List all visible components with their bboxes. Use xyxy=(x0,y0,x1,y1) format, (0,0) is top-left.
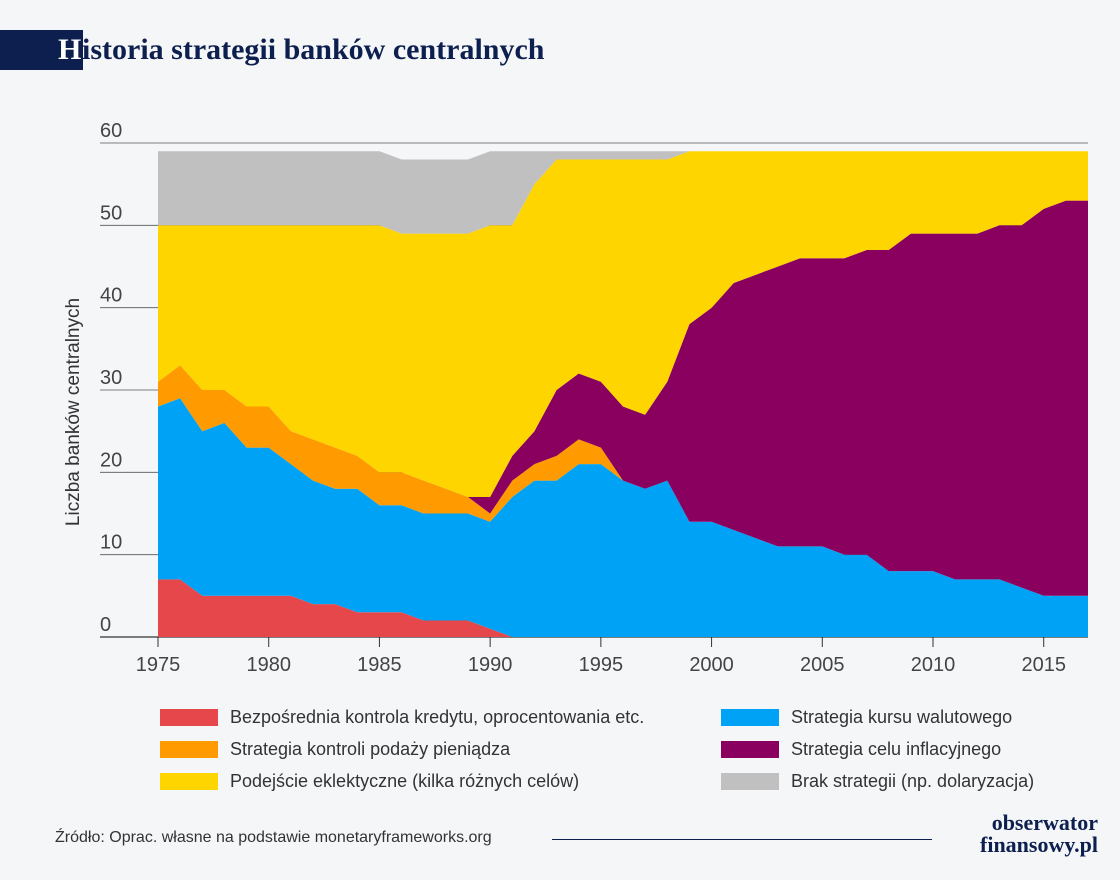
brand-line-2: finansowy.pl xyxy=(980,832,1098,857)
y-tick-label: 0 xyxy=(100,614,111,636)
axis-layer: 0 10 20 30 40 50 60 1975 1980 1985 1990 1995 2000 200… xyxy=(100,120,1066,676)
x-tick-label: 1995 xyxy=(579,654,624,676)
source-divider xyxy=(552,839,932,840)
area-series-6 xyxy=(158,151,1088,234)
legend-swatch xyxy=(160,741,218,758)
x-tick-label: 2010 xyxy=(911,654,956,676)
area-series-2 xyxy=(158,398,1088,637)
area-series-4 xyxy=(158,200,1088,596)
x-tick-label: 1990 xyxy=(468,654,513,676)
source-note: Źródło: Oprac. własne na podstawie monet… xyxy=(55,829,492,846)
legend-swatch xyxy=(721,741,779,758)
legend-label: Strategia kontroli podaży pieniądza xyxy=(230,739,511,759)
legend-label: Strategia celu inflacyjnego xyxy=(791,739,1002,759)
area-series-5 xyxy=(158,151,1088,497)
y-tick-label: 20 xyxy=(100,449,122,471)
legend-swatch xyxy=(160,773,218,790)
legend-swatch xyxy=(721,773,779,790)
x-tick-label: 1975 xyxy=(136,654,181,676)
area-series-3 xyxy=(158,365,1088,596)
legend-label: Bezpośrednia kontrola kredytu, oprocento… xyxy=(230,707,645,727)
legend-label: Podejście eklektyczne (kilka różnych cel… xyxy=(230,771,580,791)
legend-label: Strategia kursu walutowego xyxy=(791,707,1013,727)
area-layer xyxy=(158,151,1088,637)
legend-label: Brak strategii (np. dolaryzacja) xyxy=(791,771,1035,791)
y-tick-label: 30 xyxy=(100,367,122,389)
legend-swatch xyxy=(160,709,218,726)
area-series-1 xyxy=(158,579,1088,637)
y-axis-label: Liczba banków centralnych xyxy=(63,298,84,526)
x-tick-label: 1980 xyxy=(246,654,291,676)
title-accent-bar xyxy=(0,30,58,70)
title-initial: H xyxy=(58,30,84,70)
brand-logo: obserwator finansowy.pl xyxy=(948,812,1098,856)
y-tick-label: 40 xyxy=(100,285,122,307)
legend-swatch xyxy=(721,709,779,726)
x-tick-label: 1985 xyxy=(357,654,402,676)
page-title: istoria strategii banków centralnych xyxy=(82,33,545,66)
x-tick-label: 2015 xyxy=(1021,654,1066,676)
y-tick-label: 50 xyxy=(100,202,122,224)
y-tick-label: 10 xyxy=(100,532,122,554)
y-tick-label: 60 xyxy=(100,120,122,142)
brand-line-1: obserwator xyxy=(991,810,1098,835)
x-tick-label: 2000 xyxy=(689,654,734,676)
x-tick-label: 2005 xyxy=(800,654,845,676)
